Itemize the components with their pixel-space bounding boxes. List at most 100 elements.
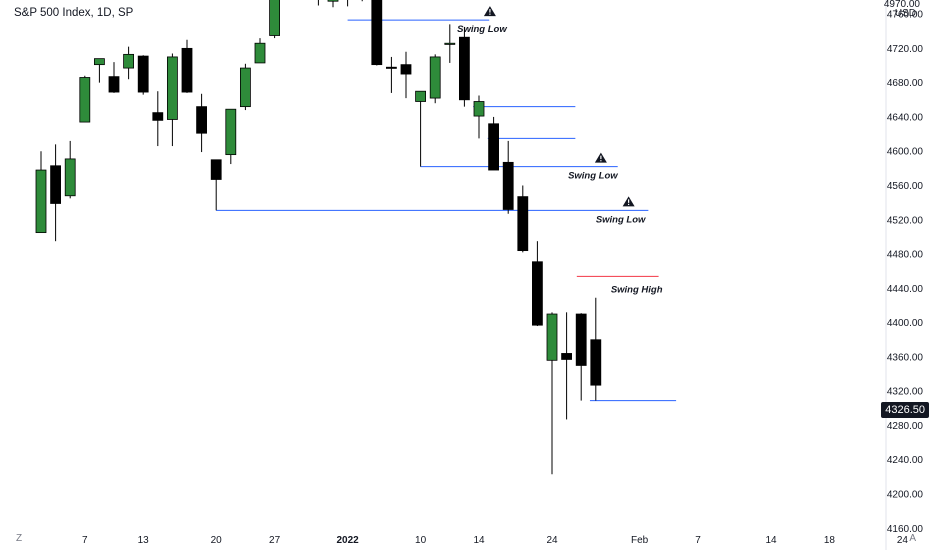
y-tick-label: 4280.00 <box>887 421 924 432</box>
x-tick-label: 14 <box>473 535 485 546</box>
candle-6 <box>123 46 134 80</box>
candle-body-up <box>225 108 237 156</box>
candle-body-down <box>590 339 602 386</box>
price-axis-top-partial: 4970.00 <box>884 0 921 10</box>
candle-body-up <box>239 67 251 108</box>
candle-12 <box>210 159 222 211</box>
candle-body-down <box>152 112 164 121</box>
candle-20 <box>327 0 339 8</box>
candle-body-down <box>502 161 514 210</box>
candle-body-down <box>561 353 572 360</box>
y-tick-label: 4760.00 <box>887 10 924 21</box>
candle-body-down <box>385 66 397 69</box>
warning-icon-bar <box>628 199 630 203</box>
y-tick-label: 4520.00 <box>887 215 924 226</box>
y-tick-label: 4240.00 <box>887 455 924 466</box>
candle-body-up <box>254 42 266 64</box>
swing-label-5: Swing High <box>611 284 663 295</box>
candle-22 <box>361 0 363 2</box>
y-tick-label: 4480.00 <box>887 250 924 261</box>
y-tick-label: 4320.00 <box>887 387 924 398</box>
candle-38 <box>590 297 602 401</box>
candle-23 <box>371 0 383 66</box>
candle-16 <box>269 0 281 39</box>
x-tick-label: 24 <box>546 535 558 546</box>
candle-28 <box>444 24 456 63</box>
candle-13 <box>225 108 237 165</box>
candle-27 <box>429 54 441 104</box>
y-tick-label: 4360.00 <box>887 352 924 363</box>
x-tick-label: 7 <box>695 535 701 546</box>
x-tick-label: 7 <box>82 535 88 546</box>
candle-11 <box>196 93 208 153</box>
timezone-button[interactable]: Z <box>16 533 23 544</box>
candle-30 <box>473 95 485 139</box>
y-tick-label: 4200.00 <box>887 490 924 501</box>
auto-scale-button[interactable]: A <box>909 533 916 544</box>
candle-7 <box>137 55 149 95</box>
x-tick-label: 10 <box>415 535 427 546</box>
candle-29 <box>458 26 470 107</box>
candle-body-down <box>400 64 412 75</box>
candle-body-down <box>488 123 500 171</box>
warning-icon-dot <box>628 203 630 206</box>
candle-2 <box>64 140 76 199</box>
y-tick-label: 4600.00 <box>887 147 924 158</box>
candles-layer <box>35 0 602 475</box>
candle-1 <box>50 144 61 242</box>
candle-26 <box>415 90 427 167</box>
candle-34 <box>532 241 543 327</box>
candle-body-down <box>532 261 543 326</box>
x-tick-label: 2022 <box>336 535 359 546</box>
candle-body-up <box>79 77 91 123</box>
candle-body-up <box>415 90 427 102</box>
candle-body-down <box>458 36 470 101</box>
x-tick-label: 20 <box>211 535 223 546</box>
candle-body-down <box>517 196 529 252</box>
candle-19 <box>317 0 319 6</box>
candle-body-up <box>546 313 558 361</box>
candle-body-down <box>196 106 208 134</box>
x-tick-label: 18 <box>824 535 836 546</box>
y-tick-label: 4160.00 <box>887 524 924 535</box>
candle-body-down <box>371 0 383 66</box>
price-axis[interactable]: 4880.004840.004800.004760.004720.004680.… <box>887 0 924 535</box>
x-tick-label: 14 <box>765 535 777 546</box>
candle-31 <box>488 116 500 171</box>
x-tick-label: 13 <box>138 535 150 546</box>
candle-body-down <box>50 165 61 204</box>
candle-body-up <box>327 0 339 2</box>
candle-body-up <box>429 56 441 99</box>
candle-body-up <box>94 58 105 66</box>
candle-14 <box>239 63 251 111</box>
candle-32 <box>502 140 514 214</box>
swing-label-4: Swing Low <box>596 214 646 225</box>
candle-body-up <box>473 101 485 117</box>
x-tick-label: 24 <box>897 535 909 546</box>
warning-icon-bar <box>489 9 491 13</box>
candle-body-up <box>35 169 47 234</box>
candle-36 <box>561 312 572 420</box>
candle-35 <box>546 312 558 475</box>
y-tick-label: 4440.00 <box>887 284 924 295</box>
candle-body-down <box>181 47 193 93</box>
y-tick-label: 4680.00 <box>887 78 924 89</box>
candle-37 <box>575 313 587 401</box>
swing-label-3: Swing Low <box>568 171 618 182</box>
candle-3 <box>79 75 91 123</box>
candle-body-down <box>575 313 587 366</box>
chart-title: S&P 500 Index, 1D, SP <box>14 7 134 19</box>
candle-body-down <box>137 55 149 93</box>
y-tick-label: 4720.00 <box>887 44 924 55</box>
warning-icon-bar <box>600 155 602 160</box>
candle-15 <box>254 38 266 64</box>
candle-0 <box>35 151 47 234</box>
candle-10 <box>181 39 193 93</box>
candle-body-up <box>444 42 456 45</box>
time-axis[interactable]: 7 13 20 27 2022 10 14 24 Feb 7 14 18 24 <box>82 535 908 546</box>
candle-33 <box>517 185 529 253</box>
candle-body-down <box>210 159 222 180</box>
candle-21 <box>347 0 349 7</box>
